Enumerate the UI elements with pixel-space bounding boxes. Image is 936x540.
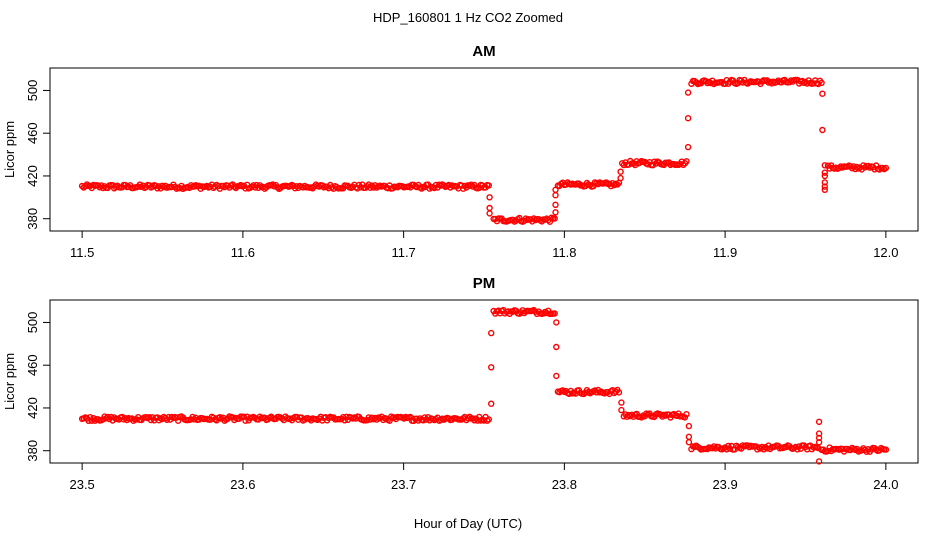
- panels: AM 11.5 11.6 11.7 11.8 11.9 12.0 380 420 460 500 Li…: [2, 43, 919, 492]
- data-point: [821, 169, 828, 176]
- data-point: [618, 406, 625, 414]
- panel-pm: PM 23.5 23.6 23.7 23.8 23.9 24.0 380 420 460 500 Li…: [2, 275, 919, 492]
- data-point: [488, 400, 495, 407]
- x-tick-label: 11.7: [391, 245, 415, 260]
- x-axis: 23.5 23.6 23.7 23.8 23.9 24.0: [69, 463, 899, 492]
- y-tick-label: 380: [25, 208, 40, 230]
- data-point: [821, 179, 828, 186]
- y-tick-label: 380: [25, 440, 40, 462]
- x-tick-label: 11.8: [552, 245, 576, 260]
- x-tick-label: 11.6: [231, 245, 255, 260]
- x-tick-label: 23.9: [712, 477, 737, 492]
- y-tick-label: 500: [25, 80, 40, 102]
- panel-title: AM: [472, 43, 495, 60]
- data-point: [488, 329, 495, 337]
- data-point: [551, 310, 558, 317]
- data-point: [684, 114, 692, 122]
- data-point: [354, 185, 361, 192]
- data-point: [339, 414, 347, 421]
- y-axis: 380 420 460 500: [25, 312, 50, 462]
- data-point: [680, 161, 687, 169]
- data-point: [488, 364, 495, 371]
- data-point: [618, 399, 625, 406]
- data-point: [819, 90, 826, 97]
- data-points: [78, 306, 890, 465]
- data-point: [485, 182, 492, 189]
- data-points: [78, 76, 890, 225]
- x-tick-label: 23.8: [552, 477, 577, 492]
- data-point: [552, 186, 559, 194]
- data-point: [821, 186, 828, 194]
- data-point: [819, 126, 826, 134]
- data-point: [552, 191, 559, 199]
- x-tick-label: 24.0: [873, 477, 898, 492]
- data-point: [486, 204, 493, 212]
- data-point: [486, 194, 493, 201]
- data-point: [553, 343, 560, 351]
- y-tick-label: 460: [25, 122, 40, 144]
- y-tick-label: 420: [25, 165, 40, 187]
- data-point: [431, 184, 438, 192]
- data-point: [815, 430, 823, 437]
- data-point: [365, 181, 372, 188]
- data-point: [684, 143, 692, 151]
- data-point: [873, 162, 880, 169]
- data-point: [685, 422, 693, 430]
- y-axis-label: Licor ppm: [2, 353, 17, 410]
- data-point: [485, 416, 492, 423]
- panel-title: PM: [473, 275, 496, 292]
- x-tick-label: 23.5: [69, 477, 94, 492]
- x-axis: 11.5 11.6 11.7 11.8 11.9 12.0: [70, 231, 899, 260]
- x-tick-label: 23.7: [391, 477, 416, 492]
- data-point: [552, 209, 559, 216]
- y-axis-label: Licor ppm: [2, 121, 17, 178]
- data-point: [615, 389, 623, 396]
- y-tick-label: 500: [25, 312, 40, 334]
- data-point: [815, 80, 822, 88]
- data-point: [684, 89, 692, 96]
- y-tick-label: 460: [25, 354, 40, 376]
- x-tick-label: 11.9: [713, 245, 737, 260]
- plot-frame: [49, 299, 919, 464]
- data-point: [815, 458, 823, 465]
- main-title: HDP_160801 1 Hz CO2 Zoomed: [373, 10, 563, 25]
- data-point: [617, 174, 624, 182]
- x-tick-label: 23.6: [230, 477, 255, 492]
- data-point: [818, 79, 825, 87]
- data-point: [821, 183, 828, 190]
- data-point: [552, 201, 559, 209]
- data-point: [723, 446, 730, 453]
- data-point: [821, 172, 828, 180]
- plot-frame: [49, 67, 919, 232]
- data-point: [553, 319, 560, 326]
- data-point: [617, 168, 624, 175]
- data-point: [553, 372, 560, 380]
- y-tick-label: 420: [25, 397, 40, 419]
- x-axis-label: Hour of Day (UTC): [414, 516, 522, 531]
- data-point: [815, 418, 823, 425]
- data-point: [821, 162, 828, 169]
- data-point: [551, 215, 558, 222]
- panel-am: AM 11.5 11.6 11.7 11.8 11.9 12.0 380 420 460 500 Li…: [2, 43, 919, 260]
- data-point: [815, 439, 823, 446]
- data-point: [683, 158, 690, 165]
- x-tick-label: 11.5: [70, 245, 94, 260]
- data-point: [685, 433, 693, 440]
- y-axis: 380 420 460 500: [25, 80, 50, 230]
- data-point: [882, 164, 890, 172]
- x-tick-label: 12.0: [873, 245, 898, 260]
- data-point: [685, 439, 693, 446]
- data-point: [681, 414, 689, 421]
- data-point: [882, 446, 890, 453]
- data-point: [516, 214, 523, 222]
- data-point: [683, 411, 690, 418]
- data-point: [486, 210, 493, 217]
